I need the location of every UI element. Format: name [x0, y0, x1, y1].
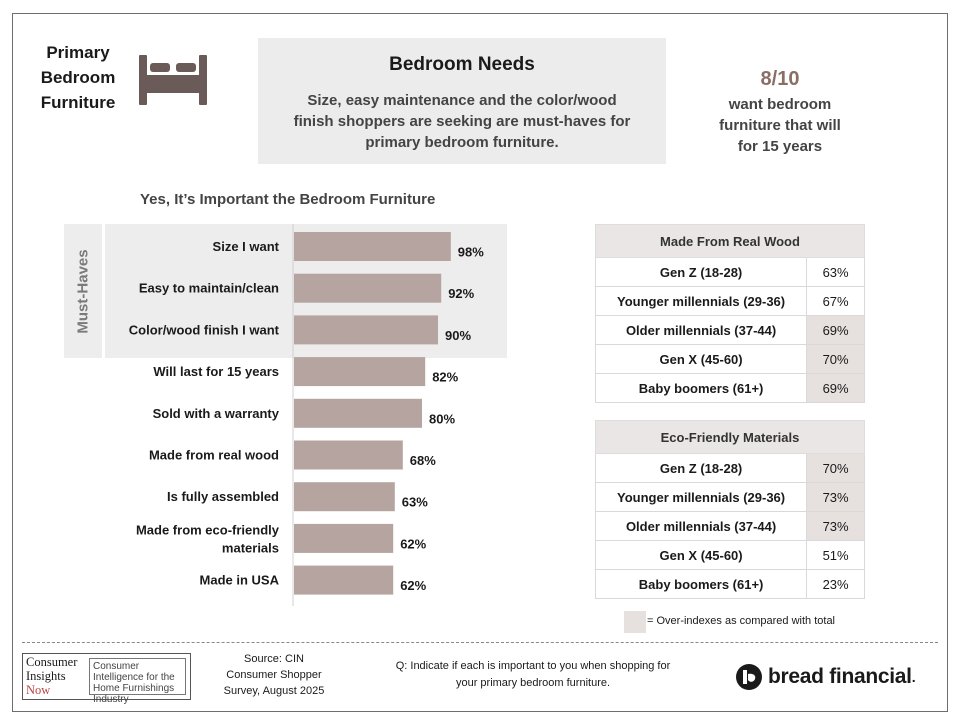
- section-title-line: Bedroom: [40, 68, 116, 87]
- row-value: 63%: [806, 257, 865, 287]
- stat-number: 8/10: [760, 68, 800, 90]
- must-haves-side-band: [64, 224, 102, 358]
- bar-label: Made in USA: [200, 573, 280, 588]
- row-label: Gen Z (18-28): [594, 257, 808, 287]
- bedroom-needs-box: Bedroom Needs Size, easy maintenance and…: [258, 38, 666, 164]
- table-eco-friendly: Eco-Friendly Materials Gen Z (18-28) 70% Y…: [594, 420, 865, 599]
- bar: [294, 440, 403, 470]
- table-row: Older millennials (37-44) 73%: [594, 511, 865, 541]
- brand-name: bread financial: [768, 665, 912, 688]
- footer-divider: [22, 642, 938, 643]
- row-label: Gen X (45-60): [594, 344, 808, 374]
- bar-label: Easy to maintain/clean: [139, 281, 279, 296]
- table-row: Gen Z (18-28) 70%: [594, 453, 865, 483]
- table-row: Baby boomers (61+) 69%: [594, 373, 865, 403]
- needs-subtitle: Size, easy maintenance and the color/woo…: [293, 92, 631, 151]
- source-note: Source: CIN Consumer Shopper Survey, Aug…: [208, 651, 340, 699]
- chart-title: Yes, It’s Important the Bedroom Furnitur…: [140, 191, 436, 208]
- bread-financial-logo: bread financial.: [735, 662, 916, 692]
- source-line: Survey, August 2025: [223, 685, 325, 697]
- cin-logo-line: Insights: [26, 669, 66, 683]
- source-line: Consumer Shopper: [226, 669, 322, 681]
- bar: [294, 232, 451, 261]
- row-value: 51%: [806, 540, 865, 570]
- legend-text: = Over-indexes as compared with total: [647, 615, 836, 627]
- cin-logo-wordmark: Consumer Insights Now: [23, 654, 89, 699]
- row-value: 70%: [806, 344, 865, 374]
- row-label: Older millennials (37-44): [594, 315, 808, 345]
- row-value: 69%: [806, 373, 865, 403]
- bar-label: Will last for 15 years: [153, 364, 279, 379]
- bar-label: Color/wood finish I want: [129, 322, 280, 337]
- row-value: 23%: [806, 569, 865, 599]
- bar-value: 80%: [429, 411, 455, 426]
- row-value: 67%: [806, 286, 865, 316]
- row-value: 69%: [806, 315, 865, 345]
- row-value: 73%: [806, 511, 865, 541]
- row-label: Older millennials (37-44): [594, 511, 808, 541]
- bar-value: 90%: [445, 328, 471, 343]
- source-line: Source: CIN: [244, 653, 304, 665]
- section-title: Primary Bedroom Furniture: [26, 40, 130, 115]
- legend-swatch: [624, 611, 646, 633]
- table-row: Gen X (45-60) 70%: [594, 344, 865, 374]
- stat-callout: 8/10 want bedroom furniture that will fo…: [692, 66, 868, 157]
- bar-label: Made from eco-friendly materials: [136, 522, 280, 555]
- bar: [294, 565, 394, 595]
- table-row: Younger millennials (29-36) 73%: [594, 482, 865, 512]
- row-label: Younger millennials (29-36): [594, 286, 808, 316]
- row-label: Baby boomers (61+): [594, 569, 808, 599]
- row-label: Gen X (45-60): [594, 540, 808, 570]
- bar: [294, 398, 422, 428]
- cin-logo-line: Now: [26, 683, 51, 697]
- table-row: Baby boomers (61+) 23%: [594, 569, 865, 599]
- bar-value: 68%: [410, 453, 436, 468]
- table-row: Older millennials (37-44) 69%: [594, 315, 865, 345]
- survey-question: Q: Indicate if each is important to you …: [395, 660, 671, 689]
- needs-title: Bedroom Needs: [389, 54, 535, 75]
- row-label: Baby boomers (61+): [594, 373, 808, 403]
- section-title-line: Primary: [46, 43, 110, 62]
- bar: [294, 482, 395, 512]
- table-title: Made From Real Wood: [595, 224, 865, 258]
- bar-value: 92%: [448, 286, 474, 301]
- bar-value: 98%: [458, 245, 484, 260]
- brand-suffix: .: [911, 669, 916, 685]
- bar-label: Made from real wood: [149, 448, 279, 463]
- row-label: Gen Z (18-28): [594, 453, 808, 483]
- bar-value: 62%: [400, 578, 426, 593]
- table-row: Gen X (45-60) 51%: [594, 540, 865, 570]
- bar: [294, 315, 438, 345]
- bar-value: 62%: [400, 536, 426, 551]
- bread-logo-icon: [736, 664, 762, 690]
- row-label: Younger millennials (29-36): [594, 482, 808, 512]
- bed-icon: [139, 55, 207, 105]
- bar: [294, 357, 426, 387]
- cin-logo: Consumer Insights Now Consumer Intellige…: [22, 653, 191, 705]
- bar-value: 82%: [432, 370, 458, 385]
- bar-value: 63%: [402, 495, 428, 510]
- bar-label: Sold with a warranty: [153, 406, 280, 421]
- bar-label: Is fully assembled: [167, 489, 279, 504]
- table-real-wood: Made From Real Wood Gen Z (18-28) 63% Youn…: [594, 224, 865, 403]
- table-title: Eco-Friendly Materials: [595, 420, 865, 454]
- cin-logo-line: Consumer: [26, 655, 78, 669]
- bar: [294, 273, 442, 303]
- stat-text: want bedroom furniture that will for 15 …: [719, 96, 841, 155]
- row-value: 73%: [806, 482, 865, 512]
- row-value: 70%: [806, 453, 865, 483]
- section-title-line: Furniture: [40, 93, 116, 112]
- table-row: Gen Z (18-28) 63%: [594, 257, 865, 287]
- bar-label: Size I want: [213, 239, 280, 254]
- cin-tagline: Consumer Intelligence for the Home Furni…: [89, 658, 186, 705]
- bar: [294, 523, 394, 553]
- table-row: Younger millennials (29-36) 67%: [594, 286, 865, 316]
